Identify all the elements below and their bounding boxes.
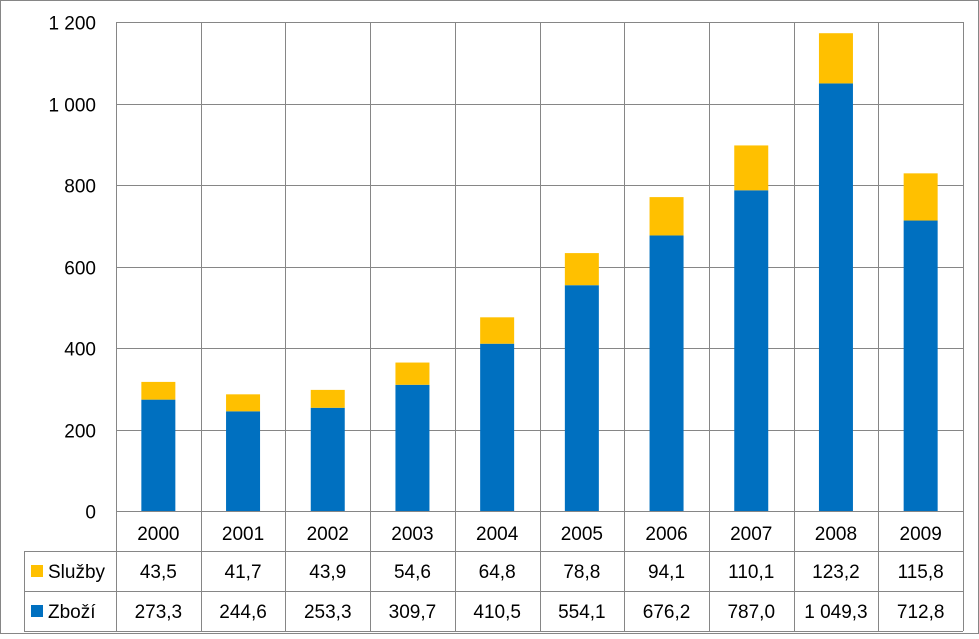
bar-sluzby <box>649 197 684 236</box>
x-tick-label: 2004 <box>476 524 519 545</box>
x-tick-label: 2005 <box>561 524 603 545</box>
bar-zbozi <box>480 343 515 511</box>
data-table-value: 712,8 <box>897 602 945 623</box>
bar-sluzby <box>734 145 769 191</box>
x-tick-label: 2000 <box>137 524 179 545</box>
legend-label: Zboží <box>48 602 96 623</box>
y-tick-label: 0 <box>85 503 96 524</box>
bar-zbozi <box>818 83 853 511</box>
bar-zbozi <box>564 285 599 511</box>
data-table-value: 787,0 <box>727 602 775 623</box>
data-table-value: 554,1 <box>558 602 606 623</box>
data-table-value: 309,7 <box>389 602 437 623</box>
bar-sluzby <box>395 362 430 385</box>
data-table-value: 244,6 <box>219 602 267 623</box>
bar-sluzby <box>818 33 853 84</box>
data-table-value: 54,6 <box>394 562 431 583</box>
bar-zbozi <box>310 407 345 511</box>
x-tick-label: 2001 <box>222 524 264 545</box>
data-table-value: 94,1 <box>648 562 685 583</box>
bar-zbozi <box>141 399 176 511</box>
y-tick-label: 1 000 <box>48 96 96 117</box>
y-tick-label: 200 <box>64 422 96 443</box>
data-table-value: 115,8 <box>898 562 944 583</box>
y-tick-label: 800 <box>64 177 96 198</box>
bars <box>141 33 938 512</box>
x-tick-label: 2006 <box>645 524 687 545</box>
data-table-value: 410,5 <box>473 602 521 623</box>
legend-swatch <box>31 605 43 617</box>
y-tick-label: 1 200 <box>48 14 96 35</box>
bar-sluzby <box>141 381 176 400</box>
bar-zbozi <box>734 190 769 512</box>
data-table-value: 1 049,3 <box>804 602 867 623</box>
data-table-value: 273,3 <box>135 602 183 623</box>
data-table: Služby 43,5 41,7 43,9 54,6 64,8 78,8 94,1 110,1 1… <box>24 511 963 632</box>
legend-label: Služby <box>48 562 106 583</box>
data-table-value: 110,1 <box>728 562 774 583</box>
data-table-value: 253,3 <box>304 602 352 623</box>
x-tick-label: 2009 <box>900 524 942 545</box>
bar-zbozi <box>649 235 684 512</box>
y-tick-label: 600 <box>64 259 96 280</box>
data-table-value: 123,2 <box>812 562 860 583</box>
bar-zbozi <box>226 411 261 511</box>
bar-zbozi <box>395 384 430 511</box>
data-table-value: 43,5 <box>140 562 177 583</box>
bar-sluzby <box>480 317 515 344</box>
data-table-value: 78,8 <box>563 562 600 583</box>
legend-swatch <box>31 565 43 577</box>
data-table-value: 43,9 <box>309 562 346 583</box>
x-tick-label: 2003 <box>391 524 433 545</box>
bar-zbozi <box>903 220 938 511</box>
x-tick-label: 2007 <box>730 524 772 545</box>
bar-sluzby <box>226 394 261 412</box>
x-tick-label: 2002 <box>307 524 349 545</box>
data-table-value: 41,7 <box>225 562 262 583</box>
bar-sluzby <box>903 173 938 221</box>
data-table-value: 64,8 <box>479 562 516 583</box>
bar-sluzby <box>564 253 599 286</box>
axes: 0 200 400 600 800 1 000 1 200 2000 2001 2002 2003 2… <box>48 14 941 546</box>
bar-sluzby <box>310 389 345 408</box>
data-table-value: 676,2 <box>643 602 691 623</box>
x-tick-label: 2008 <box>815 524 857 545</box>
y-tick-label: 400 <box>64 340 96 361</box>
